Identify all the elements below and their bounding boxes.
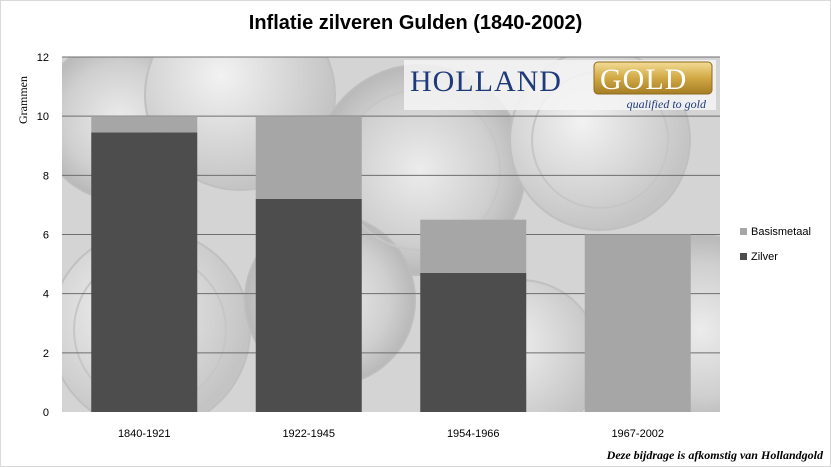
bars-group <box>91 116 691 412</box>
legend: Basismetaal Zilver <box>740 226 811 263</box>
x-axis-ticks: 1840-1921 1922-1945 1954-1966 1967-2002 <box>118 428 664 440</box>
y-tick-label: 2 <box>43 348 49 360</box>
legend-swatch-zilver <box>740 253 747 260</box>
hollandgold-logo: HOLLAND GOLD qualified to gold <box>404 60 716 111</box>
legend-swatch-basismetaal <box>740 228 747 235</box>
x-tick-label: 1954-1966 <box>447 428 500 440</box>
credit-text: Deze bijdrage is afkomstig van Hollandgo… <box>606 448 823 462</box>
legend-label-zilver: Zilver <box>751 251 778 263</box>
y-axis-label: Grammen <box>16 76 30 124</box>
y-tick-label: 0 <box>43 407 49 419</box>
bar-basismetaal-1922-1945 <box>255 116 362 199</box>
x-tick-label: 1840-1921 <box>118 428 171 440</box>
logo-gold-text: GOLD <box>600 63 687 96</box>
x-tick-label: 1967-2002 <box>611 428 664 440</box>
chart-title: Inflatie zilveren Gulden (1840-2002) <box>248 12 583 34</box>
y-tick-label: 12 <box>37 52 49 64</box>
y-tick-label: 8 <box>43 170 49 182</box>
bar-basismetaal-1954-1966 <box>420 219 527 273</box>
bar-basismetaal-1967-2002 <box>584 234 691 412</box>
bar-zilver-1954-1966 <box>420 272 527 412</box>
legend-label-basismetaal: Basismetaal <box>751 226 811 238</box>
y-tick-label: 4 <box>43 289 49 301</box>
bar-zilver-1922-1945 <box>255 199 362 412</box>
y-axis-ticks: 0 2 4 6 8 10 12 <box>37 52 49 419</box>
bar-zilver-1840-1921 <box>91 132 198 412</box>
x-tick-label: 1922-1945 <box>282 428 335 440</box>
y-tick-label: 10 <box>37 111 49 123</box>
logo-holland-text: HOLLAND <box>410 65 562 98</box>
bar-basismetaal-1840-1921 <box>91 116 198 133</box>
y-tick-label: 6 <box>43 230 49 242</box>
logo-tagline: qualified to gold <box>627 97 707 111</box>
